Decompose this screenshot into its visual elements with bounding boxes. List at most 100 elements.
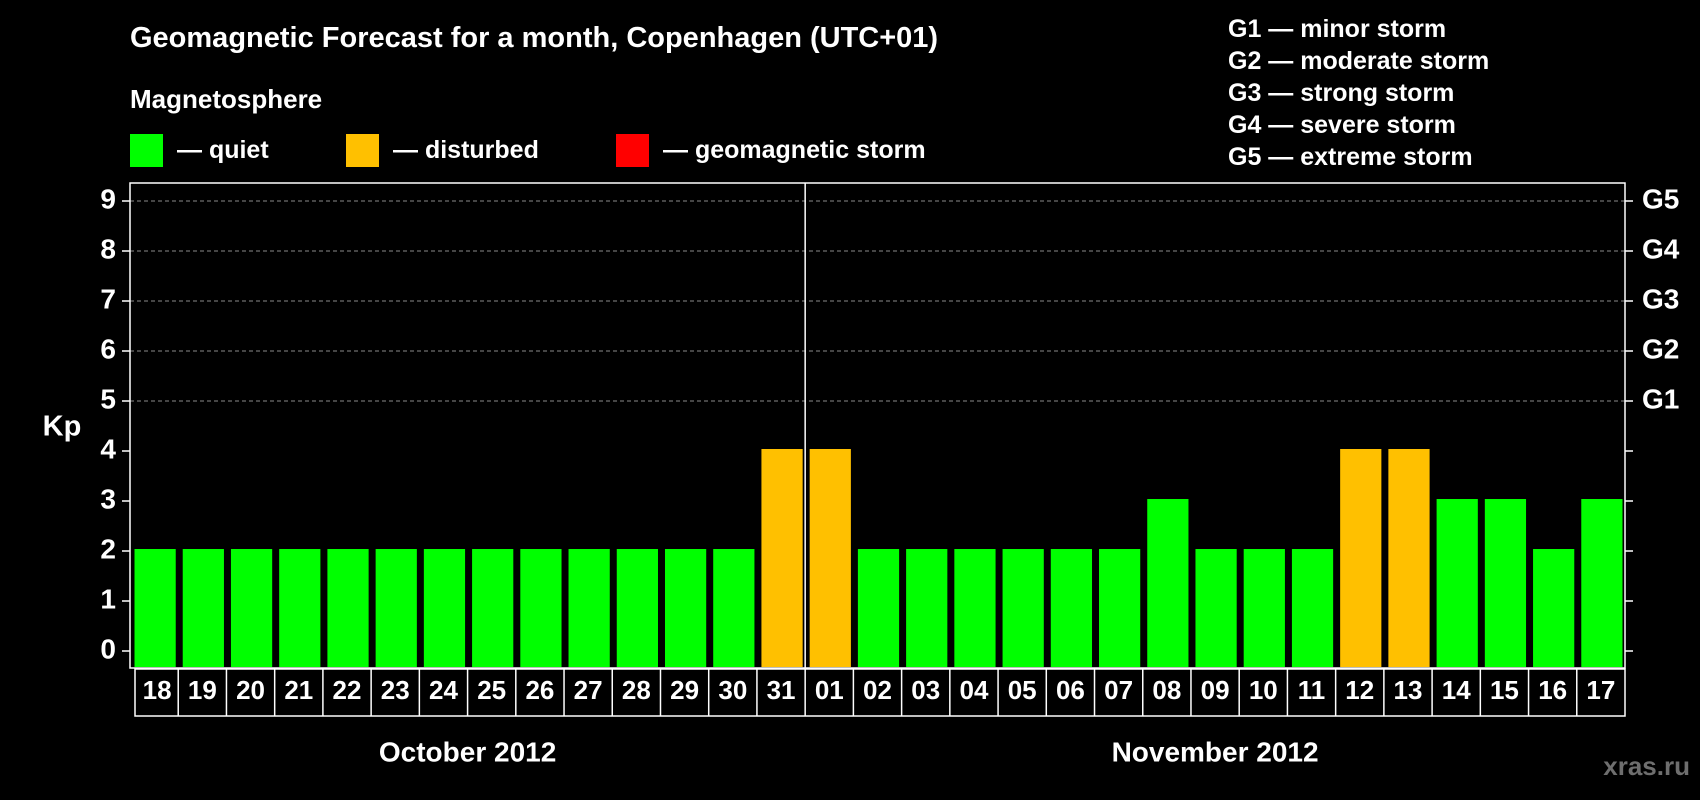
storm-scale-g2: G2 — moderate storm (1228, 47, 1490, 75)
bar-20 (230, 549, 273, 667)
date-label-23: 23 (381, 675, 410, 705)
ytick-label-3: 3 (100, 483, 116, 514)
bar-27 (568, 549, 610, 667)
y-axis-label: Kp (43, 411, 82, 443)
bar-15 (1484, 499, 1527, 667)
bar-02 (857, 549, 900, 667)
ytick-label-8: 8 (100, 233, 116, 264)
bar-29 (664, 549, 707, 667)
date-label-07: 07 (1104, 675, 1133, 705)
storm-scale-g4: G4 — severe storm (1228, 111, 1456, 139)
bar-16 (1533, 549, 1575, 667)
date-label-12: 12 (1345, 675, 1374, 705)
date-label-11: 11 (1298, 675, 1326, 705)
right-label-g2: G2 (1642, 333, 1679, 364)
legend-label-storm: — geomagnetic storm (663, 136, 926, 164)
legend-label-disturbed: — disturbed (393, 136, 539, 164)
legend-swatch-quiet (130, 134, 163, 167)
date-label-04: 04 (959, 675, 988, 705)
bar-07 (1099, 549, 1141, 667)
date-label-15: 15 (1490, 675, 1519, 705)
ytick-label-7: 7 (100, 283, 116, 314)
date-label-30: 30 (718, 675, 747, 705)
bar-19 (182, 549, 224, 667)
date-label-09: 09 (1201, 675, 1230, 705)
date-label-18: 18 (143, 675, 172, 705)
legend-item-disturbed: — disturbed (346, 134, 539, 167)
bar-10 (1243, 549, 1285, 667)
storm-scale-g5: G5 — extreme storm (1228, 143, 1473, 171)
date-label-26: 26 (525, 675, 554, 705)
ytick-label-9: 9 (100, 183, 116, 214)
bar-14 (1436, 499, 1478, 667)
date-label-16: 16 (1538, 675, 1567, 705)
legend-item-storm: — geomagnetic storm (616, 134, 926, 167)
chart-subtitle: Magnetosphere (130, 84, 323, 114)
bar-28 (616, 549, 658, 667)
storm-scale-g3: G3 — strong storm (1228, 79, 1455, 107)
ytick-label-6: 6 (100, 333, 116, 364)
bar-11 (1291, 549, 1334, 667)
right-label-g4: G4 (1642, 233, 1680, 264)
date-label-17: 17 (1586, 675, 1615, 705)
date-label-20: 20 (236, 675, 265, 705)
ytick-label-5: 5 (100, 383, 116, 414)
date-label-25: 25 (477, 675, 506, 705)
date-label-31: 31 (767, 675, 796, 705)
ytick-label-4: 4 (100, 433, 116, 464)
date-label-21: 21 (284, 675, 313, 705)
chart-title: Geomagnetic Forecast for a month, Copenh… (130, 22, 939, 54)
storm-scale-legend: G1 — minor storm G2 — moderate storm G3 … (1228, 13, 1489, 173)
bar-09 (1195, 549, 1237, 667)
month-label-1: November 2012 (1112, 736, 1319, 767)
ytick-label-1: 1 (100, 583, 116, 614)
watermark: xras.ru (1603, 751, 1690, 781)
date-label-10: 10 (1249, 675, 1278, 705)
bar-03 (906, 549, 948, 667)
bar-24 (423, 549, 466, 667)
ytick-label-0: 0 (100, 633, 116, 664)
legend-swatch-storm (616, 134, 649, 167)
bar-01 (809, 449, 851, 667)
date-label-13: 13 (1394, 675, 1423, 705)
date-label-03: 03 (911, 675, 940, 705)
plot-frame (129, 182, 1626, 669)
bar-18 (134, 549, 176, 667)
bar-08 (1147, 499, 1189, 667)
date-label-29: 29 (670, 675, 699, 705)
date-label-24: 24 (429, 675, 458, 705)
date-label-08: 08 (1152, 675, 1181, 705)
date-label-06: 06 (1056, 675, 1085, 705)
right-label-g3: G3 (1642, 283, 1679, 314)
bar-17 (1581, 499, 1623, 667)
bar-22 (327, 549, 369, 667)
date-label-05: 05 (1008, 675, 1037, 705)
bar-13 (1388, 449, 1430, 667)
bar-23 (375, 549, 417, 667)
right-label-g1: G1 (1642, 383, 1679, 414)
date-label-01: 01 (815, 675, 844, 705)
date-row-frame (134, 668, 1626, 717)
date-label-14: 14 (1442, 675, 1471, 705)
legend-item-quiet: — quiet (130, 134, 269, 167)
legend-label-quiet: — quiet (177, 136, 269, 164)
bar-04 (954, 549, 996, 667)
date-label-19: 19 (188, 675, 217, 705)
bar-05 (1002, 549, 1044, 667)
bar-21 (279, 549, 321, 667)
bar-12 (1340, 449, 1382, 667)
bar-26 (520, 549, 562, 667)
month-label-0: October 2012 (379, 736, 556, 767)
bar-31 (761, 449, 803, 667)
ytick-label-2: 2 (100, 533, 116, 564)
bar-30 (713, 549, 755, 667)
storm-scale-g1: G1 — minor storm (1228, 15, 1447, 43)
right-label-g5: G5 (1642, 183, 1679, 214)
bar-06 (1050, 549, 1093, 667)
date-label-02: 02 (863, 675, 892, 705)
date-label-22: 22 (333, 675, 362, 705)
legend-swatch-disturbed (346, 134, 379, 167)
date-label-27: 27 (574, 675, 603, 705)
bar-25 (472, 549, 514, 667)
